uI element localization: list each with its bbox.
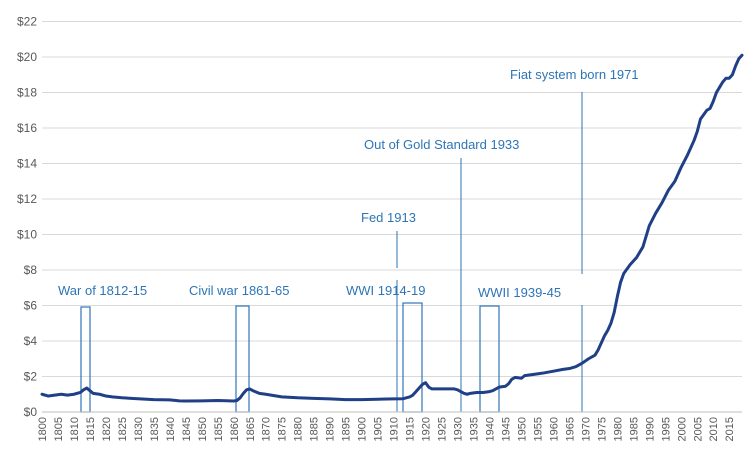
y-tick-label: $18 — [17, 86, 37, 100]
x-tick-label: 1890 — [325, 417, 337, 441]
x-tick-label: 1875 — [277, 417, 289, 441]
x-tick-label: 1855 — [213, 417, 225, 441]
x-tick-label: 1835 — [149, 417, 161, 441]
x-tick-label: 2015 — [724, 417, 736, 441]
x-tick-label: 1930 — [453, 417, 465, 441]
x-tick-label: 1965 — [564, 417, 576, 441]
y-tick-label: $8 — [24, 263, 38, 277]
x-tick-label: 2000 — [676, 417, 688, 441]
y-axis-ticks: $0 $2 $4 $6 $8 $10 $12 $14 $16 $18 $20 $… — [17, 15, 37, 420]
x-tick-label: 2005 — [692, 417, 704, 441]
y-tick-label: $22 — [17, 15, 37, 29]
x-tick-label: 1905 — [373, 417, 385, 441]
x-tick-label: 1815 — [85, 417, 97, 441]
y-tick-label: $2 — [24, 370, 38, 384]
x-tick-label: 1805 — [53, 417, 65, 441]
x-tick-label: 1845 — [181, 417, 193, 441]
x-tick-label: 1830 — [133, 417, 145, 441]
annotation-wwii: WWII 1939-45 — [478, 285, 561, 300]
grid — [42, 21, 742, 413]
x-tick-label: 1895 — [341, 417, 353, 441]
war-1812-box — [80, 306, 91, 413]
x-tick-label: 1955 — [532, 417, 544, 441]
x-tick-label: 2010 — [708, 417, 720, 441]
x-tick-label: 1870 — [261, 417, 273, 441]
x-tick-label: 1860 — [229, 417, 241, 441]
x-axis-ticks: 1800 1805 1810 1815 1820 1825 1830 1835 1840 1845… — [37, 417, 736, 441]
x-tick-label: 1910 — [389, 417, 401, 441]
x-tick-label: 1885 — [309, 417, 321, 441]
x-tick-label: 1850 — [197, 417, 209, 441]
annotation-wwi: WWI 1914-19 — [346, 283, 425, 298]
x-tick-label: 1950 — [516, 417, 528, 441]
x-tick-label: 1945 — [500, 417, 512, 441]
x-tick-label: 1925 — [437, 417, 449, 441]
y-tick-label: $0 — [24, 405, 38, 419]
annotation-war-1812: War of 1812-15 — [58, 283, 147, 298]
y-tick-label: $16 — [17, 121, 37, 135]
x-tick-label: 1810 — [69, 417, 81, 441]
y-tick-label: $14 — [17, 157, 37, 171]
x-tick-label: 1820 — [101, 417, 113, 441]
x-tick-label: 1915 — [405, 417, 417, 441]
x-tick-label: 1980 — [612, 417, 624, 441]
x-tick-label: 1800 — [37, 417, 49, 441]
x-tick-label: 1940 — [484, 417, 496, 441]
annotation-fed: Fed 1913 — [361, 210, 416, 225]
x-tick-label: 1865 — [245, 417, 257, 441]
x-tick-label: 1880 — [293, 417, 305, 441]
x-tick-label: 1990 — [644, 417, 656, 441]
annotation-fiat: Fiat system born 1971 — [510, 67, 639, 82]
x-tick-label: 1935 — [469, 417, 481, 441]
y-tick-label: $10 — [17, 228, 37, 242]
x-tick-label: 1825 — [117, 417, 129, 441]
annotations: War of 1812-15 Civil war 1861-65 Fed 191… — [58, 67, 639, 413]
x-tick-label: 1920 — [421, 417, 433, 441]
y-tick-label: $20 — [17, 50, 37, 64]
y-tick-label: $12 — [17, 192, 37, 206]
x-tick-label: 1970 — [580, 417, 592, 441]
wwii-box — [479, 305, 500, 413]
x-tick-label: 1960 — [548, 417, 560, 441]
x-tick-label: 1985 — [628, 417, 640, 441]
y-tick-label: $6 — [24, 299, 38, 313]
x-tick-label: 1900 — [357, 417, 369, 441]
x-tick-label: 1995 — [660, 417, 672, 441]
annotation-civil-war: Civil war 1861-65 — [189, 283, 289, 298]
annotation-gold-standard: Out of Gold Standard 1933 — [364, 137, 519, 152]
price-series-line — [40, 53, 744, 403]
x-tick-label: 1975 — [596, 417, 608, 441]
y-tick-label: $4 — [24, 334, 38, 348]
x-tick-label: 1840 — [165, 417, 177, 441]
